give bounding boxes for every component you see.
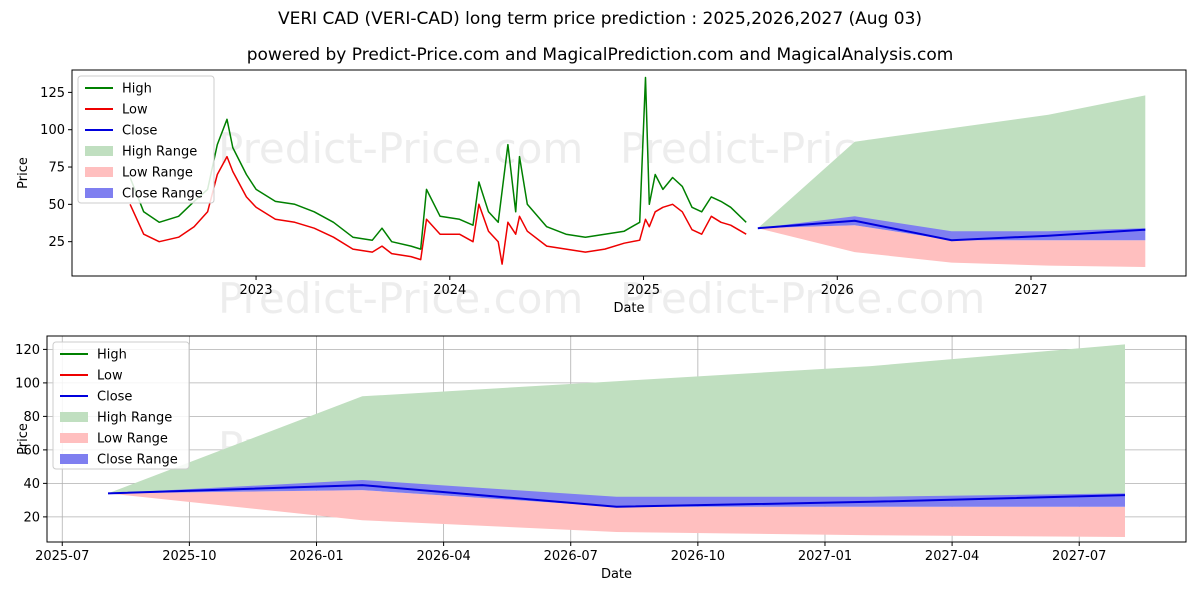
top-watermark-0: Predict-Price.com — [218, 124, 583, 173]
top-y-axis-label: Price — [16, 157, 31, 189]
chart-subtitle: powered by Predict-Price.com and Magical… — [246, 45, 954, 65]
top-axes-frame — [71, 69, 1187, 277]
top-watermark-2: Predict-Price.com — [218, 274, 583, 323]
top-legend-label-low-range: Low Range — [122, 166, 193, 181]
bottom-x-tick-label: 2025-07 — [35, 549, 89, 564]
top-y-tick-label: 100 — [40, 123, 65, 138]
bottom-legend-label-low: Low — [97, 369, 123, 384]
top-y-tick-label: 75 — [48, 161, 65, 176]
bottom-y-tick-label: 100 — [15, 376, 40, 391]
bottom-y-axis-label: Price — [16, 423, 31, 455]
top-low-series — [129, 155, 747, 265]
top-y-tick-label: 25 — [48, 235, 65, 250]
top-x-tick-label: 2025 — [627, 283, 660, 298]
bottom-legend-label-close-range: Close Range — [97, 453, 178, 468]
bottom-legend: High Low Close High Range Low Range Close Ran… — [52, 341, 190, 470]
top-y-tick-label: 125 — [40, 86, 65, 101]
bottom-legend-label-low-range: Low Range — [97, 432, 168, 447]
top-legend: High Low Close High Range Low Range Close Ran… — [77, 75, 215, 204]
bottom-low-range-band — [108, 490, 1125, 537]
bottom-legend-label-close: Close — [97, 390, 132, 405]
top-close-range-band — [757, 216, 1146, 241]
bottom-y-tick-label: 80 — [23, 410, 40, 425]
bottom-x-axis-label: Date — [601, 567, 632, 582]
top-legend-swatch-low-range — [85, 167, 113, 177]
top-chart-panel: Predict-Price.com Predict-Price.com Predic… — [16, 69, 1187, 323]
top-high-series — [129, 76, 747, 250]
bottom-axes-frame — [46, 335, 1187, 543]
top-x-tick-label: 2027 — [1014, 283, 1047, 298]
bottom-legend-label-high: High — [97, 348, 127, 363]
bottom-x-tick-label: 2027-01 — [798, 549, 852, 564]
bottom-close-range-band — [108, 480, 1125, 507]
top-legend-label-high: High — [122, 82, 152, 97]
top-watermark-3: Predict-Price.com — [620, 274, 985, 323]
bottom-legend-swatch-high-range — [60, 412, 88, 422]
bottom-y-tick-label: 20 — [23, 510, 40, 525]
bottom-x-tick-label: 2027-07 — [1052, 549, 1106, 564]
top-legend-label-low: Low — [122, 103, 148, 118]
bottom-legend-swatch-low-range — [60, 433, 88, 443]
top-y-tick-label: 50 — [48, 198, 65, 213]
bottom-x-tick-label: 2026-10 — [671, 549, 725, 564]
bottom-close-series — [107, 484, 1126, 508]
bottom-y-tick-label: 40 — [23, 477, 40, 492]
bottom-legend-swatch-close-range — [60, 454, 88, 464]
top-low-range-band — [757, 225, 1146, 267]
bottom-x-tick-label: 2026-07 — [544, 549, 598, 564]
top-legend-swatch-close-range — [85, 188, 113, 198]
top-x-tick-label: 2026 — [821, 283, 854, 298]
top-x-tick-label: 2023 — [240, 283, 273, 298]
bottom-x-tick-label: 2026-01 — [289, 549, 343, 564]
bottom-x-tick-label: 2025-10 — [162, 549, 216, 564]
bottom-x-tick-label: 2026-04 — [416, 549, 470, 564]
top-legend-label-high-range: High Range — [122, 145, 197, 160]
top-legend-swatch-high-range — [85, 146, 113, 156]
top-legend-label-close: Close — [122, 124, 157, 139]
bottom-x-tick-label: 2027-04 — [925, 549, 979, 564]
bottom-chart-panel: Predict-Price.comPredict-Price.com2025-0… — [15, 335, 1187, 582]
bottom-y-tick-label: 60 — [23, 443, 40, 458]
bottom-y-tick-label: 120 — [15, 343, 40, 358]
top-x-axis-label: Date — [613, 301, 644, 316]
chart-title: VERI CAD (VERI-CAD) long term price pred… — [277, 9, 923, 29]
top-legend-label-close-range: Close Range — [122, 187, 203, 202]
top-x-tick-label: 2024 — [433, 283, 466, 298]
bottom-high-range-band — [108, 344, 1125, 507]
top-high-range-band — [757, 95, 1146, 241]
bottom-legend-label-high-range: High Range — [97, 411, 172, 426]
top-close-series — [757, 219, 1146, 242]
